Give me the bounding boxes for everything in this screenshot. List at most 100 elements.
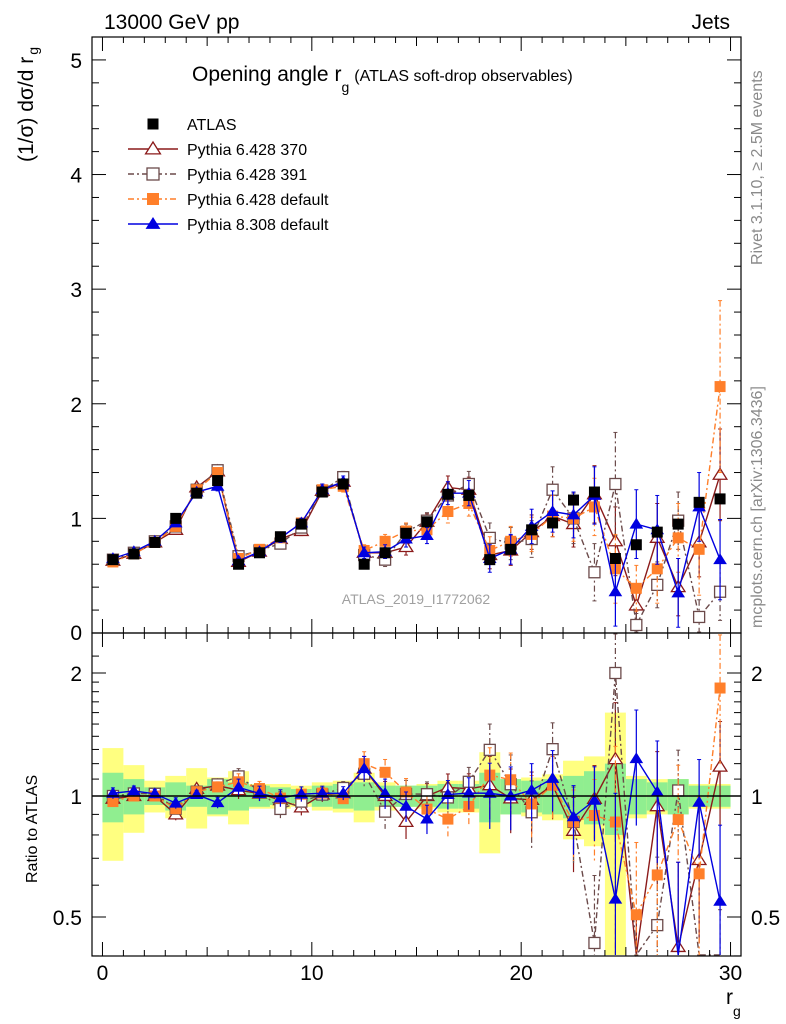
ratio-y-axis-title: Ratio to ATLAS xyxy=(24,775,41,883)
ratio-tick-label-right: 0.5 xyxy=(751,907,780,930)
marker xyxy=(107,554,119,566)
marker xyxy=(712,467,729,480)
marker xyxy=(463,489,475,501)
marker xyxy=(379,535,391,547)
y-tick-label: 4 xyxy=(70,165,82,188)
marker xyxy=(609,553,621,564)
marker xyxy=(210,796,225,808)
marker xyxy=(274,531,286,543)
marker xyxy=(146,167,160,181)
marker xyxy=(651,563,663,575)
legend-label: Pythia 6.428 370 xyxy=(187,142,307,159)
ratio-line xyxy=(112,687,721,917)
marker xyxy=(420,812,434,824)
marker xyxy=(566,508,581,520)
marker xyxy=(714,682,726,694)
marker xyxy=(357,762,371,774)
y-tick-label: 0 xyxy=(70,622,82,645)
legend-label: ATLAS xyxy=(187,117,237,134)
marker xyxy=(482,786,497,798)
marker xyxy=(651,526,663,538)
marker xyxy=(693,496,705,508)
x-tick-label: 30 xyxy=(719,962,742,985)
marker xyxy=(713,894,727,906)
marker xyxy=(693,868,705,880)
marker xyxy=(672,518,684,530)
marker xyxy=(608,585,623,597)
marker xyxy=(316,486,328,498)
marker xyxy=(191,487,203,499)
y-tick-label: 5 xyxy=(70,50,82,73)
marker xyxy=(400,527,412,539)
plot-title: Opening angle rg(ATLAS soft-drop observa… xyxy=(192,63,573,95)
legend-entry-atlas: ATLAS xyxy=(147,117,237,134)
y-axis-title: (1/σ) dσ/d rg xyxy=(15,47,41,162)
series-line xyxy=(112,386,721,590)
marker xyxy=(608,892,623,904)
x-axis-title: rg xyxy=(726,986,741,1019)
marker xyxy=(144,140,162,155)
marker xyxy=(630,618,643,632)
y-tick-label: 1 xyxy=(70,508,82,531)
marker xyxy=(378,787,392,798)
marker xyxy=(587,793,602,805)
header-category: Jets xyxy=(691,11,730,34)
series-pythia-6.428-default xyxy=(107,300,726,612)
marker xyxy=(212,475,224,487)
marker xyxy=(253,547,265,559)
marker xyxy=(212,467,224,479)
marker xyxy=(336,786,351,798)
marker xyxy=(568,494,580,506)
marker xyxy=(609,666,622,680)
legend-label: Pythia 6.428 default xyxy=(187,192,329,209)
y-tick-label: 3 xyxy=(70,279,82,302)
ratio-tick-label-left: 0.5 xyxy=(53,907,82,930)
marker xyxy=(630,909,642,921)
marker xyxy=(358,558,370,570)
legend-label: Pythia 6.428 391 xyxy=(187,167,307,184)
marker xyxy=(107,796,119,808)
marker xyxy=(149,536,161,548)
legend-entry-pythia-6.428-default: Pythia 6.428 default xyxy=(128,192,329,209)
marker xyxy=(714,381,726,393)
marker xyxy=(712,759,729,772)
marker xyxy=(629,752,644,764)
ratio-tick-label-right: 1 xyxy=(751,786,763,809)
marker xyxy=(128,548,140,560)
marker xyxy=(588,936,601,950)
marker xyxy=(672,814,684,826)
ratio-tick-label-left: 2 xyxy=(70,663,82,686)
marker xyxy=(147,193,159,205)
marker xyxy=(545,505,560,516)
marker xyxy=(503,789,518,801)
marker xyxy=(713,553,727,565)
marker xyxy=(273,791,288,803)
marker xyxy=(630,539,642,551)
marker xyxy=(629,517,644,529)
marker xyxy=(147,118,159,130)
legend: ATLAS Pythia 6.428 370 Pythia 6.428 391 Pyt… xyxy=(128,117,329,234)
marker xyxy=(462,786,476,798)
side-text-rivet: Rivet 3.1.10, ≥ 2.5M events xyxy=(749,70,766,265)
ratio-line xyxy=(112,756,721,956)
marker xyxy=(420,529,434,541)
ratio-series-pythia-8.308-default xyxy=(106,709,727,956)
marker xyxy=(566,810,581,822)
marker xyxy=(212,781,224,793)
marker xyxy=(547,517,559,529)
x-tick-label: 10 xyxy=(300,962,323,985)
legend-label: Pythia 8.308 default xyxy=(187,217,329,234)
marker xyxy=(693,543,705,555)
ratio-tick-label-right: 2 xyxy=(751,663,763,686)
axis-ticks xyxy=(92,36,741,957)
marker xyxy=(170,512,182,524)
marker xyxy=(692,610,706,624)
marker xyxy=(692,795,706,807)
marker xyxy=(672,532,684,544)
marker xyxy=(484,554,496,566)
marker xyxy=(399,799,413,811)
marker xyxy=(526,524,538,536)
marker xyxy=(357,546,371,558)
marker xyxy=(315,786,330,798)
